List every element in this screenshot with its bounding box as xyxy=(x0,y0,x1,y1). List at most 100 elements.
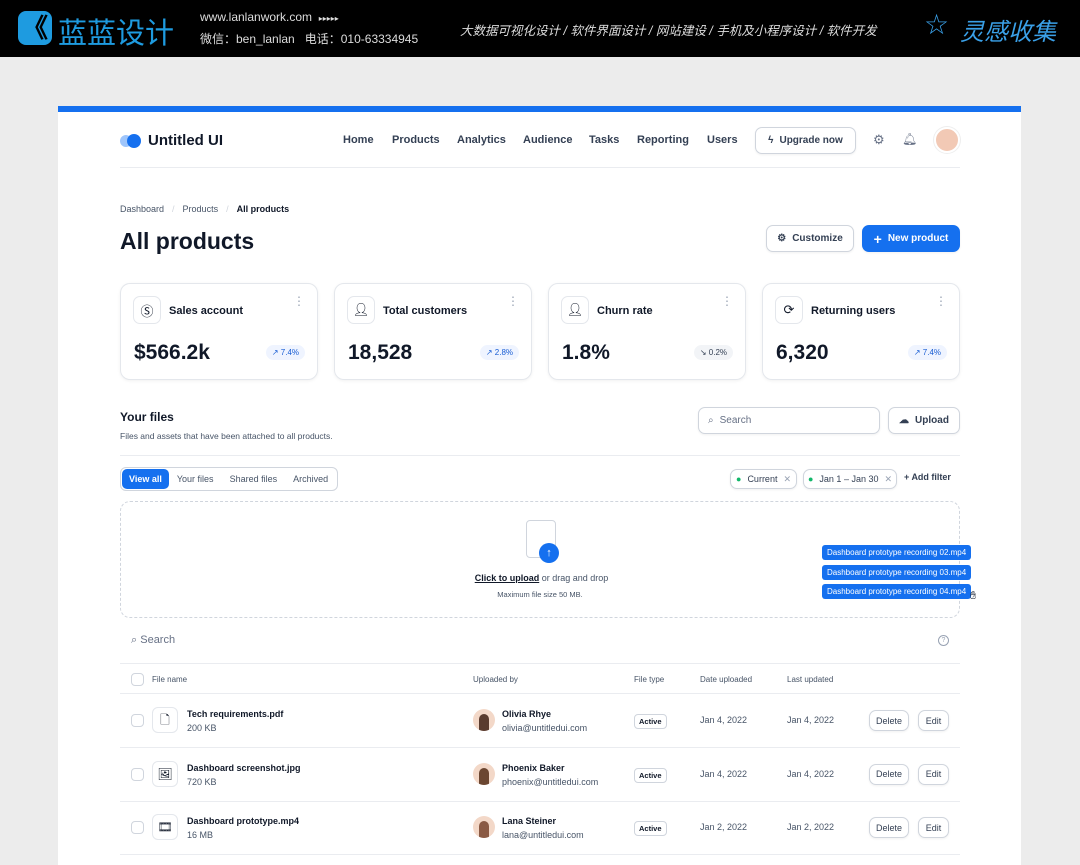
url-text: www.lanlanwork.com xyxy=(200,10,313,24)
logo-text: Untitled UI xyxy=(148,132,223,149)
more-icon[interactable]: ⋮ xyxy=(935,294,947,308)
tab-view-all[interactable]: View all xyxy=(122,469,169,489)
customize-button[interactable]: ⚙ Customize xyxy=(766,225,854,252)
divider xyxy=(120,167,960,168)
more-icon[interactable]: ⋮ xyxy=(293,294,305,308)
select-all-checkbox[interactable] xyxy=(131,673,144,686)
user-plus-icon: 👤︎ xyxy=(347,296,375,324)
col-uploaded-by[interactable]: Uploaded by xyxy=(473,675,518,684)
settings-icon[interactable]: ⚙ xyxy=(873,132,885,147)
change-badge: ↘ 0.2% xyxy=(693,345,733,360)
breadcrumb-products[interactable]: Products xyxy=(182,204,219,214)
delete-button[interactable]: Delete xyxy=(869,710,909,731)
bell-icon[interactable]: 🔔︎ xyxy=(902,132,918,146)
brand-logo-icon: 《 xyxy=(18,11,52,45)
divider xyxy=(120,800,960,802)
dragged-file[interactable]: Dashboard prototype recording 03.mp4 xyxy=(822,565,972,580)
close-icon[interactable]: ✕ xyxy=(884,473,893,484)
file-name[interactable]: Dashboard prototype.mp4 xyxy=(187,816,300,826)
nav-reporting[interactable]: Reporting xyxy=(637,134,689,146)
tab-your-files[interactable]: Your files xyxy=(176,474,214,484)
upgrade-button[interactable]: ϟ Upgrade now xyxy=(755,127,856,154)
col-date-uploaded[interactable]: Date uploaded xyxy=(700,675,753,684)
click-to-upload-link[interactable]: Click to upload xyxy=(474,573,540,583)
edit-button[interactable]: Edit xyxy=(918,763,949,785)
filter-current[interactable]: ● Current ✕ xyxy=(730,469,797,489)
col-file-name[interactable]: File name xyxy=(152,675,188,684)
nav-audience[interactable]: Audience xyxy=(523,134,573,146)
row-checkbox[interactable] xyxy=(131,767,144,781)
tab-shared-files[interactable]: Shared files xyxy=(229,474,278,484)
nav-home[interactable]: Home xyxy=(343,134,374,146)
nav-analytics[interactable]: Analytics xyxy=(457,134,506,146)
avatar[interactable] xyxy=(934,127,960,153)
dragged-file[interactable]: Dashboard prototype recording 04.mp4 xyxy=(822,584,972,599)
app-logo[interactable]: Untitled UI xyxy=(120,132,223,149)
user-avatar xyxy=(473,816,495,838)
card-value: 6,320 xyxy=(776,341,829,364)
status-badge: Active xyxy=(634,821,667,836)
table-row: 🗋 Tech requirements.pdf 200 KB Olivia Rh… xyxy=(0,707,1080,747)
edit-button[interactable]: Edit xyxy=(918,710,949,731)
card-label: Total customers xyxy=(383,305,468,317)
file-name[interactable]: Dashboard screenshot.jpg xyxy=(187,762,301,773)
close-icon[interactable]: ✕ xyxy=(783,473,791,484)
file-name[interactable]: Tech requirements.pdf xyxy=(187,709,284,719)
last-updated: Jan 2, 2022 xyxy=(787,822,835,832)
divider xyxy=(120,455,960,456)
tab-archived[interactable]: Archived xyxy=(293,474,329,484)
nav-products[interactable]: Products xyxy=(392,134,440,146)
edit-button[interactable]: Edit xyxy=(918,817,949,838)
breadcrumb-all-products[interactable]: All products xyxy=(236,204,290,214)
upload-icon: ↑ xyxy=(539,543,559,563)
table-search-input[interactable]: ⌕ Search xyxy=(131,634,175,647)
card-value: 1.8% xyxy=(562,341,610,364)
last-updated: Jan 4, 2022 xyxy=(787,715,835,725)
banner-collection: 灵感收集 xyxy=(960,19,1056,46)
new-product-button[interactable]: + New product xyxy=(862,225,960,252)
file-type-icon: 🖼 xyxy=(152,760,178,787)
files-tabs: View all Your files Shared files Archive… xyxy=(120,467,339,491)
card-value: 18,528 xyxy=(348,341,413,364)
more-icon[interactable]: ⋮ xyxy=(721,294,733,308)
upload-button[interactable]: ☁ Upload xyxy=(888,407,960,434)
search-placeholder: Search xyxy=(140,634,176,646)
divider xyxy=(120,854,960,855)
upgrade-label: Upgrade now xyxy=(779,135,843,146)
more-icon[interactable]: ⋮ xyxy=(507,294,519,308)
drag-drop-text: or drag and drop xyxy=(539,573,609,583)
col-last-updated[interactable]: Last updated xyxy=(787,675,834,684)
dragged-file[interactable]: Dashboard prototype recording 02.mp4 xyxy=(822,545,972,560)
delete-button[interactable]: Delete xyxy=(869,763,909,785)
breadcrumb-dashboard[interactable]: Dashboard xyxy=(120,204,165,214)
change-value: 7.4% xyxy=(922,348,941,357)
file-size: 200 KB xyxy=(187,723,217,733)
col-file-type[interactable]: File type xyxy=(634,675,665,684)
user-name: Olivia Rhye xyxy=(502,709,552,719)
star-icon: ☆ xyxy=(924,9,950,40)
table-row: 🖼 Dashboard screenshot.jpg 720 KB Phoeni… xyxy=(0,760,1080,801)
card-label: Sales account xyxy=(169,305,243,317)
delete-button[interactable]: Delete xyxy=(869,817,909,838)
filter-date[interactable]: ● Jan 1 – Jan 30 ✕ xyxy=(803,469,897,489)
refresh-icon: ⟳ xyxy=(775,296,803,324)
customize-label: Customize xyxy=(792,233,843,244)
search-placeholder: Search xyxy=(719,415,752,426)
upload-label: Upload xyxy=(915,415,949,426)
user-name: Phoenix Baker xyxy=(502,762,565,773)
breadcrumb: Dashboard / Products / All products xyxy=(120,204,290,214)
help-icon[interactable]: ? xyxy=(938,635,949,646)
add-filter-button[interactable]: + Add filter xyxy=(904,472,951,482)
nav-users[interactable]: Users xyxy=(707,134,738,146)
date-uploaded: Jan 4, 2022 xyxy=(700,768,748,779)
stat-card-sales: Ⓢ Sales account ⋮ $566.2k ↗ 7.4% xyxy=(120,283,318,380)
row-checkbox[interactable] xyxy=(131,821,144,834)
files-search-input[interactable]: ⌕ Search xyxy=(698,407,880,434)
nav-tasks[interactable]: Tasks xyxy=(589,134,620,146)
change-badge: ↗ 7.4% xyxy=(907,345,947,360)
row-checkbox[interactable] xyxy=(131,714,144,727)
change-value: 7.4% xyxy=(280,348,299,357)
file-size: 16 MB xyxy=(187,830,214,840)
change-value: 0.2% xyxy=(708,348,727,357)
search-icon: ⌕ xyxy=(708,415,714,426)
